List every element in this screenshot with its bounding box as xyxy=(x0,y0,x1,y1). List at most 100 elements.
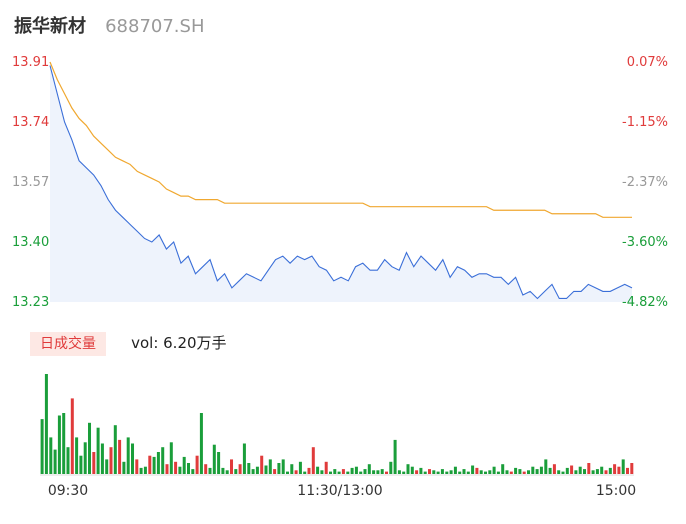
volume-bar xyxy=(126,437,130,474)
volume-bar xyxy=(608,467,612,474)
x-tick-label: 11:30/13:00 xyxy=(297,483,382,499)
volume-bar xyxy=(152,456,156,474)
volume-bar xyxy=(419,467,423,474)
volume-bar xyxy=(372,470,376,474)
volume-bar xyxy=(109,447,113,474)
volume-bar xyxy=(66,447,70,474)
volume-bar xyxy=(169,442,173,474)
volume-bar xyxy=(393,439,397,474)
volume-bar xyxy=(522,471,526,474)
volume-bar xyxy=(591,470,595,474)
volume-bar xyxy=(255,466,259,474)
volume-bar xyxy=(75,437,79,474)
volume-bar xyxy=(548,467,552,474)
volume-bar xyxy=(178,466,182,474)
volume-bar xyxy=(359,471,363,474)
volume-bar xyxy=(268,459,272,474)
volume-bar xyxy=(238,464,242,474)
volume-bar xyxy=(337,471,341,474)
volume-bar xyxy=(600,466,604,474)
volume-bar xyxy=(617,466,621,474)
volume-bar xyxy=(191,469,195,474)
y2-tick-label: -3.60% xyxy=(622,235,668,250)
price-chart: 13.91 0.07% 13.74 -1.15% 13.57 -2.37% 13.40 -3.… xyxy=(12,55,668,310)
stock-header: 振华新材 688707.SH xyxy=(14,12,205,40)
volume-bar xyxy=(277,463,281,474)
volume-bar xyxy=(251,469,255,474)
volume-bar xyxy=(531,466,535,474)
volume-bar xyxy=(449,470,453,474)
y-tick-label: 13.74 xyxy=(12,115,49,130)
volume-bar xyxy=(518,469,522,474)
volume-bar xyxy=(363,469,367,474)
volume-bar xyxy=(488,470,492,474)
volume-bar xyxy=(514,467,518,474)
volume-bar xyxy=(320,470,324,474)
volume-chart: 09:30 11:30/13:00 15:00 xyxy=(40,374,636,499)
volume-bar xyxy=(613,464,617,474)
volume-bar xyxy=(595,469,599,474)
volume-bar xyxy=(92,452,96,474)
volume-bar xyxy=(475,467,479,474)
volume-bar xyxy=(535,469,539,474)
volume-bar xyxy=(88,422,92,474)
volume-bar xyxy=(122,461,126,474)
volume-bar xyxy=(83,442,87,474)
volume-bar xyxy=(311,447,315,474)
volume-bar xyxy=(492,466,496,474)
volume-bar xyxy=(415,470,419,474)
volume-bar xyxy=(385,471,389,474)
volume-bar xyxy=(143,466,147,474)
volume-bar xyxy=(79,455,83,474)
volume-bar xyxy=(217,452,221,474)
x-tick-label: 15:00 xyxy=(596,483,636,499)
volume-header: 日成交量 vol: 6.20万手 xyxy=(30,331,227,356)
x-tick-label: 09:30 xyxy=(48,483,88,499)
volume-bar xyxy=(199,413,203,474)
volume-bar xyxy=(329,471,333,474)
volume-bar xyxy=(204,464,208,474)
volume-bar xyxy=(557,470,561,474)
volume-bar xyxy=(458,471,462,474)
volume-bar xyxy=(380,469,384,474)
volume-bar xyxy=(428,469,432,474)
volume-bar xyxy=(131,443,135,474)
volume-bar xyxy=(552,464,556,474)
y2-tick-label: 0.07% xyxy=(627,55,668,70)
volume-bar xyxy=(290,464,294,474)
volume-bar xyxy=(62,413,66,474)
volume-bar xyxy=(156,452,160,474)
volume-bar xyxy=(505,470,509,474)
volume-bar xyxy=(604,470,608,474)
volume-period-badge[interactable]: 日成交量 xyxy=(30,332,106,356)
volume-bar xyxy=(367,464,371,474)
y-tick-label: 13.40 xyxy=(12,235,49,250)
volume-bar xyxy=(208,467,212,474)
volume-bar xyxy=(501,464,505,474)
price-area xyxy=(50,65,632,302)
volume-bar xyxy=(402,471,406,474)
y2-tick-label: -2.37% xyxy=(622,175,668,190)
volume-bar xyxy=(440,469,444,474)
volume-bar xyxy=(574,470,578,474)
volume-bar xyxy=(354,466,358,474)
volume-bar xyxy=(578,466,582,474)
volume-bar xyxy=(333,469,337,474)
volume-bar xyxy=(621,459,625,474)
volume-bar xyxy=(561,471,565,474)
y-tick-label: 13.91 xyxy=(12,55,49,70)
volume-bar xyxy=(225,470,229,474)
y2-tick-label: -1.15% xyxy=(622,115,668,130)
volume-bar xyxy=(630,463,634,474)
volume-bar xyxy=(49,437,53,474)
volume-bar xyxy=(509,471,513,474)
volume-bar xyxy=(316,466,320,474)
volume-bar xyxy=(281,459,285,474)
volume-bar xyxy=(212,444,216,474)
stock-code: 688707.SH xyxy=(105,16,205,37)
volume-bar xyxy=(247,463,251,474)
volume-bar xyxy=(432,470,436,474)
volume-bar xyxy=(539,466,543,474)
volume-value: vol: 6.20万手 xyxy=(131,334,227,352)
volume-bar xyxy=(406,464,410,474)
